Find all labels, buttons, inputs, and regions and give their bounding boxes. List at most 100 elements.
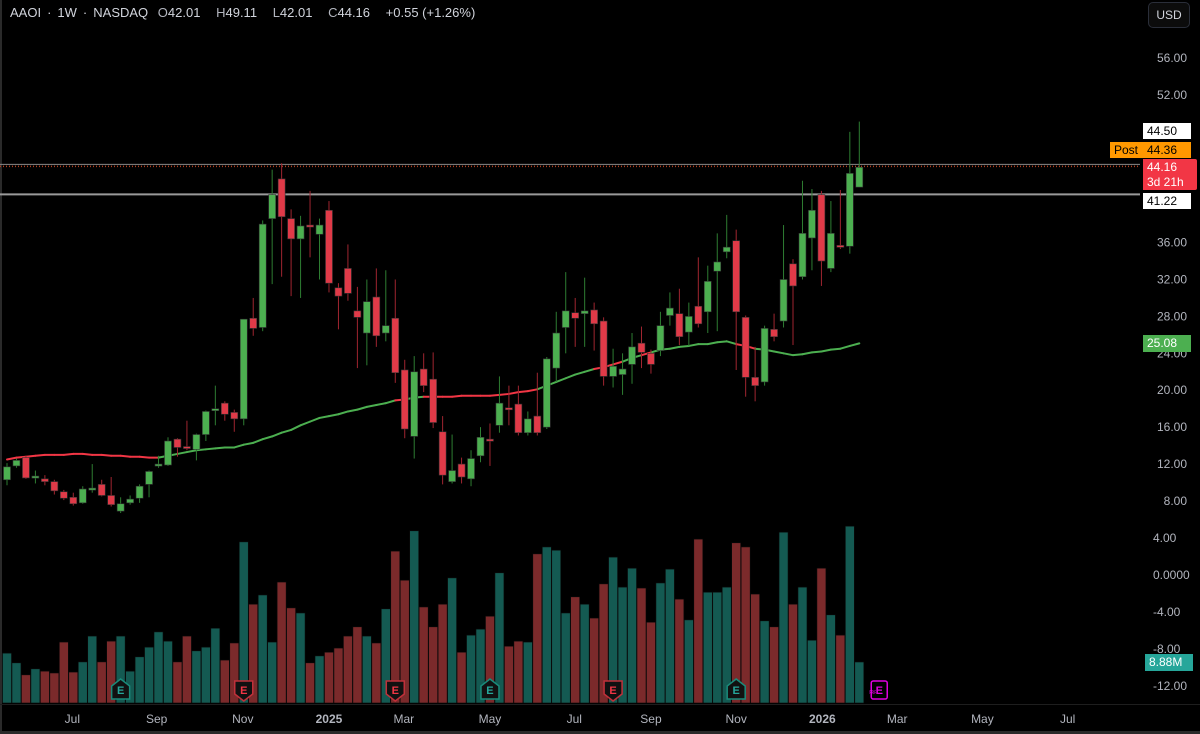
candle-body <box>230 412 239 420</box>
candle <box>400 359 409 439</box>
interval[interactable]: 1W <box>57 5 77 20</box>
volume-axis: 4.00 0.0000 -4.00 -8.00 -12.00 <box>1153 531 1190 693</box>
earnings-marker[interactable]: E <box>385 680 406 702</box>
volume-bar <box>286 607 296 704</box>
candle-body <box>836 245 845 248</box>
candle-body <box>770 329 778 338</box>
volume-scale-tick-label: -8.00 <box>1153 642 1181 656</box>
earnings-beat-icon <box>480 678 500 700</box>
volume-bar <box>693 538 704 704</box>
volume-bar <box>466 634 476 704</box>
candle <box>69 492 78 506</box>
candle <box>741 315 750 397</box>
volume-bar <box>788 603 798 704</box>
candle <box>703 265 712 334</box>
candle <box>249 297 258 336</box>
moving-average-segment <box>564 373 577 380</box>
moving-average-segment <box>252 438 264 444</box>
volume-bar <box>759 620 770 704</box>
candle-body <box>154 463 163 467</box>
moving-average-segment <box>555 377 567 383</box>
candle-body <box>249 317 258 329</box>
earnings-marker[interactable]: E <box>480 678 500 700</box>
earnings-beat-icon <box>726 678 746 700</box>
time-tick-label: Nov <box>232 712 253 726</box>
candle <box>836 189 845 250</box>
candle <box>798 180 807 280</box>
price-tick-label: 36.00 <box>1157 236 1187 250</box>
earnings-marker[interactable]: ≈E <box>868 680 888 700</box>
moving-average-segment <box>204 447 217 451</box>
change-value: +0.55 (+1.26%) <box>385 5 476 20</box>
open-label: O <box>157 5 168 20</box>
candle <box>505 385 513 426</box>
volume-bar <box>172 661 183 704</box>
candle-body <box>571 312 580 319</box>
earnings-marker[interactable]: E <box>234 680 254 702</box>
volume-bar <box>371 642 382 704</box>
moving-average-segment <box>507 391 520 395</box>
candle-body <box>391 317 400 374</box>
candle <box>467 450 475 487</box>
currency-button[interactable]: USD <box>1148 2 1190 28</box>
earnings-miss-icon <box>385 680 406 702</box>
moving-average-segment <box>195 448 207 452</box>
time-axis[interactable]: Jul Sep Nov 2025 Mar May Jul Sep Nov 2026 Mar May Ju… <box>65 712 1076 726</box>
volume-bar <box>87 635 98 704</box>
volume-bar <box>570 596 581 704</box>
moving-average-segment <box>62 452 75 456</box>
candle <box>287 209 295 297</box>
candle-body <box>429 378 437 423</box>
volume-bar <box>541 546 552 704</box>
price-tick-label: 28.00 <box>1157 309 1187 323</box>
volume-scale-tick-label: -4.00 <box>1153 605 1181 619</box>
volume-bar <box>447 577 457 704</box>
left-border <box>0 0 2 734</box>
price-axis[interactable]: 56.0052.0036.0032.0028.0024.0020.0016.00… <box>1157 51 1187 508</box>
candle-body <box>561 310 570 328</box>
candle <box>580 277 589 347</box>
symbol[interactable]: AAOI <box>10 5 42 20</box>
volume-bar <box>504 645 514 704</box>
low-label: L <box>272 5 280 20</box>
earnings-marker-label: E <box>117 685 124 697</box>
earnings-markers[interactable]: E E E E E E ≈E <box>110 678 888 702</box>
candle-body <box>495 402 504 426</box>
candle-body <box>381 325 390 334</box>
candle-body <box>476 437 485 457</box>
candle-body <box>296 225 305 240</box>
time-tick-label: Sep <box>640 712 662 726</box>
volume-bar <box>362 635 372 704</box>
volume-bar <box>276 581 287 704</box>
candle <box>779 225 788 328</box>
volume-bar <box>106 640 116 704</box>
volume-bar <box>513 640 524 704</box>
volume-bar <box>305 662 315 704</box>
candle-body <box>542 358 551 428</box>
candle <box>666 292 674 326</box>
candle-body <box>363 301 371 334</box>
candle <box>751 346 759 402</box>
time-tick-label: Mar <box>887 712 908 726</box>
earnings-marker[interactable]: E <box>603 680 623 702</box>
moving-average-segment <box>687 343 700 347</box>
candle-body <box>524 418 532 433</box>
candle-body <box>552 332 561 369</box>
moving-average-segment <box>678 344 690 348</box>
volume-bar <box>96 661 107 704</box>
candle <box>381 270 390 342</box>
bottom-border <box>0 731 1200 734</box>
volume-bar <box>523 641 533 704</box>
moving-average-segment <box>583 368 596 373</box>
candle-body <box>344 268 352 294</box>
volume-bar <box>589 617 599 704</box>
candle-body <box>41 478 49 482</box>
separator: · <box>82 5 88 20</box>
candle-body <box>789 263 797 287</box>
earnings-marker[interactable]: E <box>726 678 746 700</box>
moving-average-segment <box>233 443 245 449</box>
earnings-marker[interactable]: E <box>110 678 131 700</box>
candle-body <box>173 438 182 448</box>
candle-body <box>202 411 210 435</box>
